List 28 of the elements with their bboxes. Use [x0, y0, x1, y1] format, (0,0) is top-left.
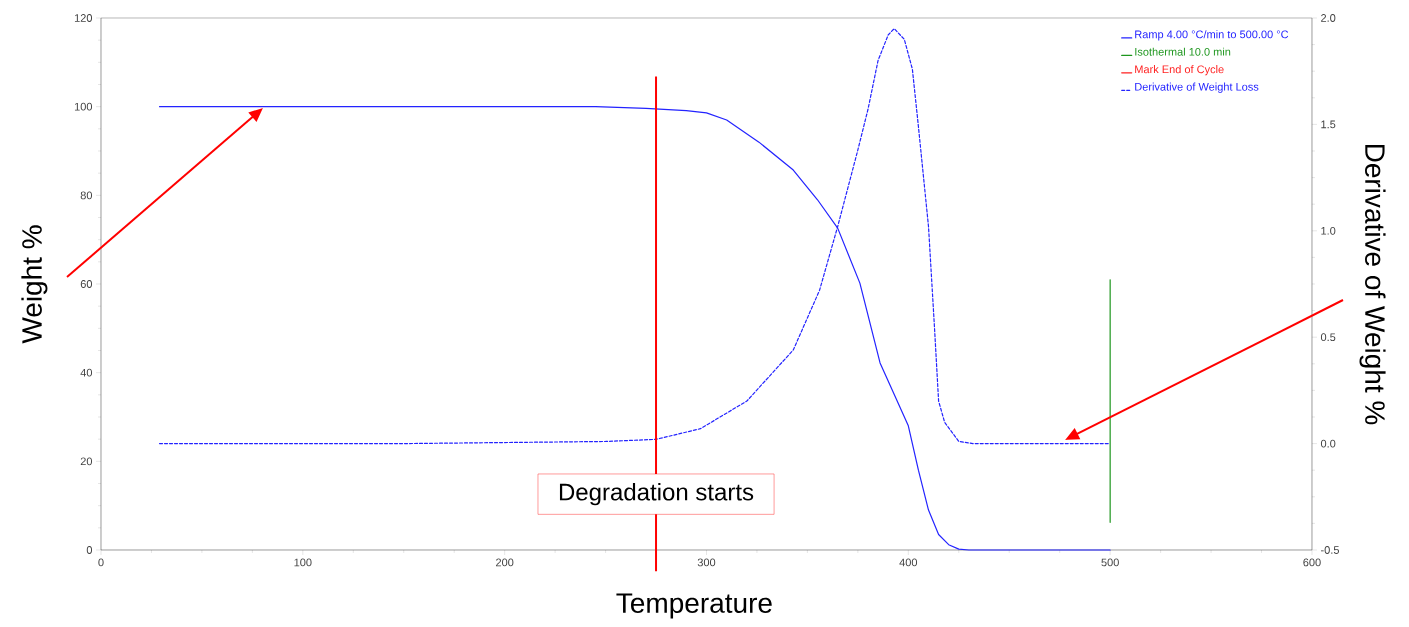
y2-tick-label: 0.5 [1320, 333, 1336, 342]
x-tick-label: 500 [1101, 558, 1119, 567]
y-tick-label: 20 [80, 457, 93, 466]
x-tick-label: 400 [899, 558, 918, 567]
y-tick-label: 60 [80, 280, 93, 288]
y2-tick-label: 1.0 [1321, 226, 1336, 235]
x-tick-label: 200 [496, 558, 514, 567]
y-tick-label: 120 [74, 14, 93, 22]
ref-line-label: Degradation starts [559, 482, 754, 506]
legend-label: Mark End of Cycle [1135, 65, 1224, 76]
x-tick-label: 0 [98, 558, 104, 567]
y-tick-label: 80 [80, 191, 93, 200]
y2-tick-label: 0.0 [1320, 439, 1336, 448]
legend-label: Ramp 4.00 °C/min to 500.00 °C [1135, 30, 1289, 41]
y2-tick-label: 1.5 [1321, 120, 1336, 129]
x-axis-title: Temperature [616, 593, 772, 619]
legend-label: Isothermal 10.0 min [1135, 47, 1231, 56]
x-tick-label: 600 [1303, 558, 1321, 567]
y-axis-title: Weight % [21, 225, 48, 344]
legend-label: Derivative of Weight Loss [1135, 82, 1259, 93]
x-tick-label: 300 [697, 558, 716, 567]
y2-tick-label: 2.0 [1321, 14, 1336, 22]
y-tick-label: 40 [80, 368, 93, 377]
y2-tick-label: -0.5 [1321, 546, 1339, 554]
y-tick-label: 0 [86, 546, 93, 554]
y-tick-label: 100 [74, 102, 93, 111]
x-tick-label: 100 [294, 558, 312, 567]
y2-axis-title: Derivative of Weight % [1359, 144, 1386, 425]
